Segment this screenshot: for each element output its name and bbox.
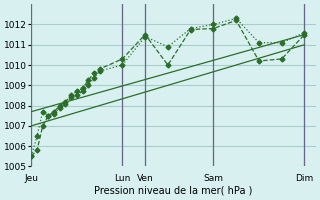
X-axis label: Pression niveau de la mer( hPa ): Pression niveau de la mer( hPa ) [94, 186, 253, 196]
